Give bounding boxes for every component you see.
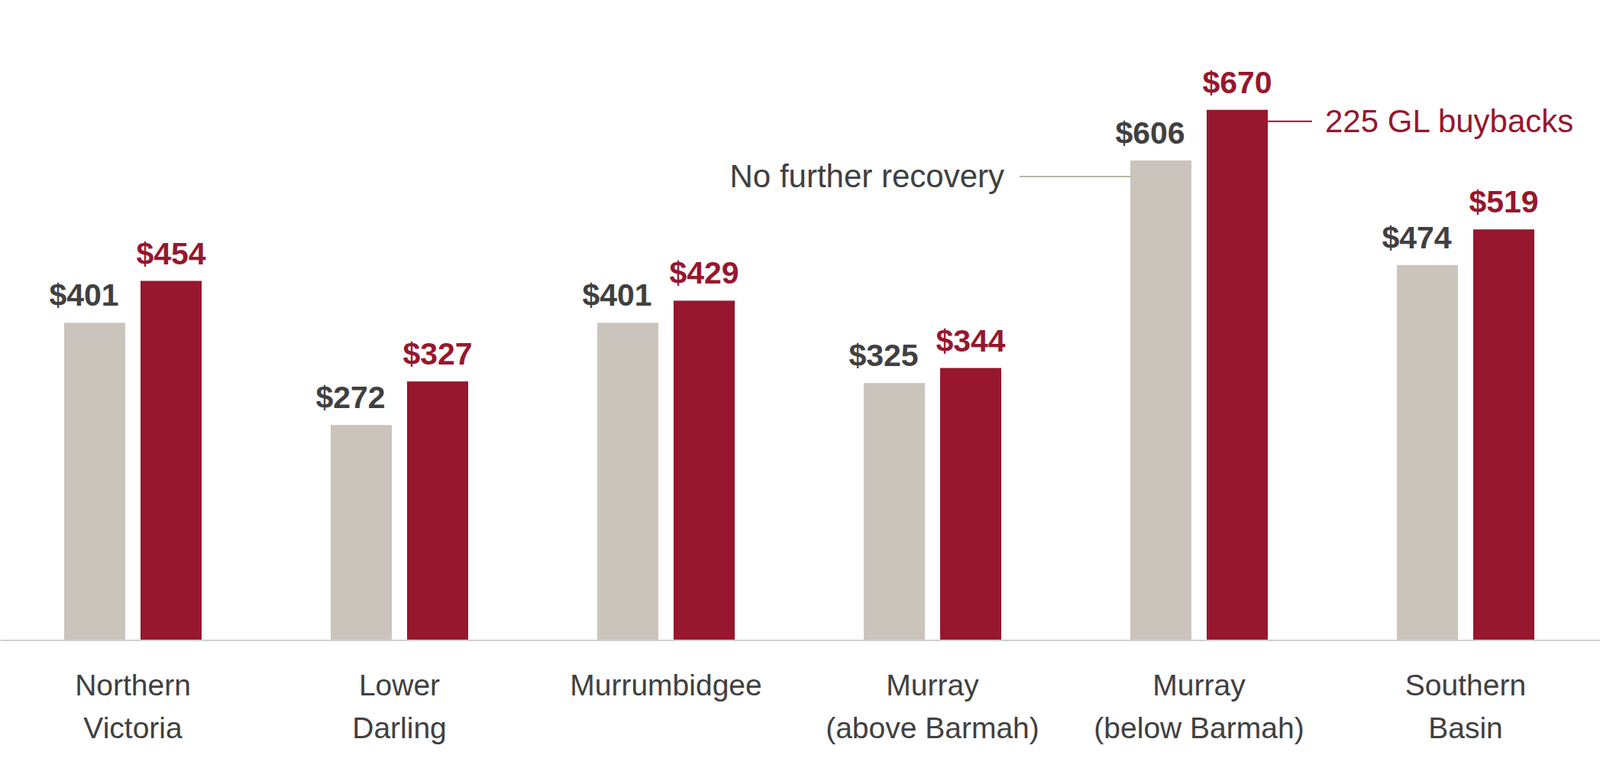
category-label: Murrumbidgee [569,668,762,702]
callout-line [1019,175,1131,178]
y-axis [0,6,1,640]
category-label: (below Barmah) [1093,711,1304,744]
category-label: Darling [352,711,447,744]
callout-line [1267,120,1313,123]
data-label: $401 [48,277,119,313]
bar [940,368,1002,640]
bar [1130,160,1192,640]
bar [1206,109,1268,640]
bar [407,381,469,640]
series-label: No further recovery [730,158,1005,194]
bar [330,424,392,640]
data-label: $344 [935,323,1006,359]
category-label: Lower [358,668,440,702]
data-label: $454 [135,235,206,272]
category-label: Murray [1152,668,1246,702]
data-label: $429 [669,255,739,291]
bar [597,322,659,640]
data-label: $325 [848,337,918,373]
category-label: Victoria [83,711,183,744]
bar [1396,265,1458,640]
data-label: $401 [581,277,652,313]
data-label: $474 [1381,219,1452,256]
category-label: Northern [74,668,191,702]
category-label: (above Barmah) [825,711,1040,744]
data-label: $272 [315,379,385,415]
data-label: $327 [402,336,472,372]
series-label: 225 GL buybacks [1325,103,1574,139]
category-label: Murray [885,668,980,702]
data-label: $670 [1202,64,1272,101]
category-label: Southern [1405,668,1526,702]
bar [64,322,126,640]
chart: $401 $272 $401 $325 $606 $474 $454 $327 $429 $344… [0,0,1600,768]
data-label: $606 [1115,115,1185,151]
bars [64,109,1535,640]
bar [140,281,202,640]
bar [1473,229,1535,640]
x-axis [0,639,1600,641]
data-label: $519 [1468,184,1539,220]
category-label: Basin [1428,711,1504,744]
bar [863,382,925,640]
bar [673,300,735,640]
